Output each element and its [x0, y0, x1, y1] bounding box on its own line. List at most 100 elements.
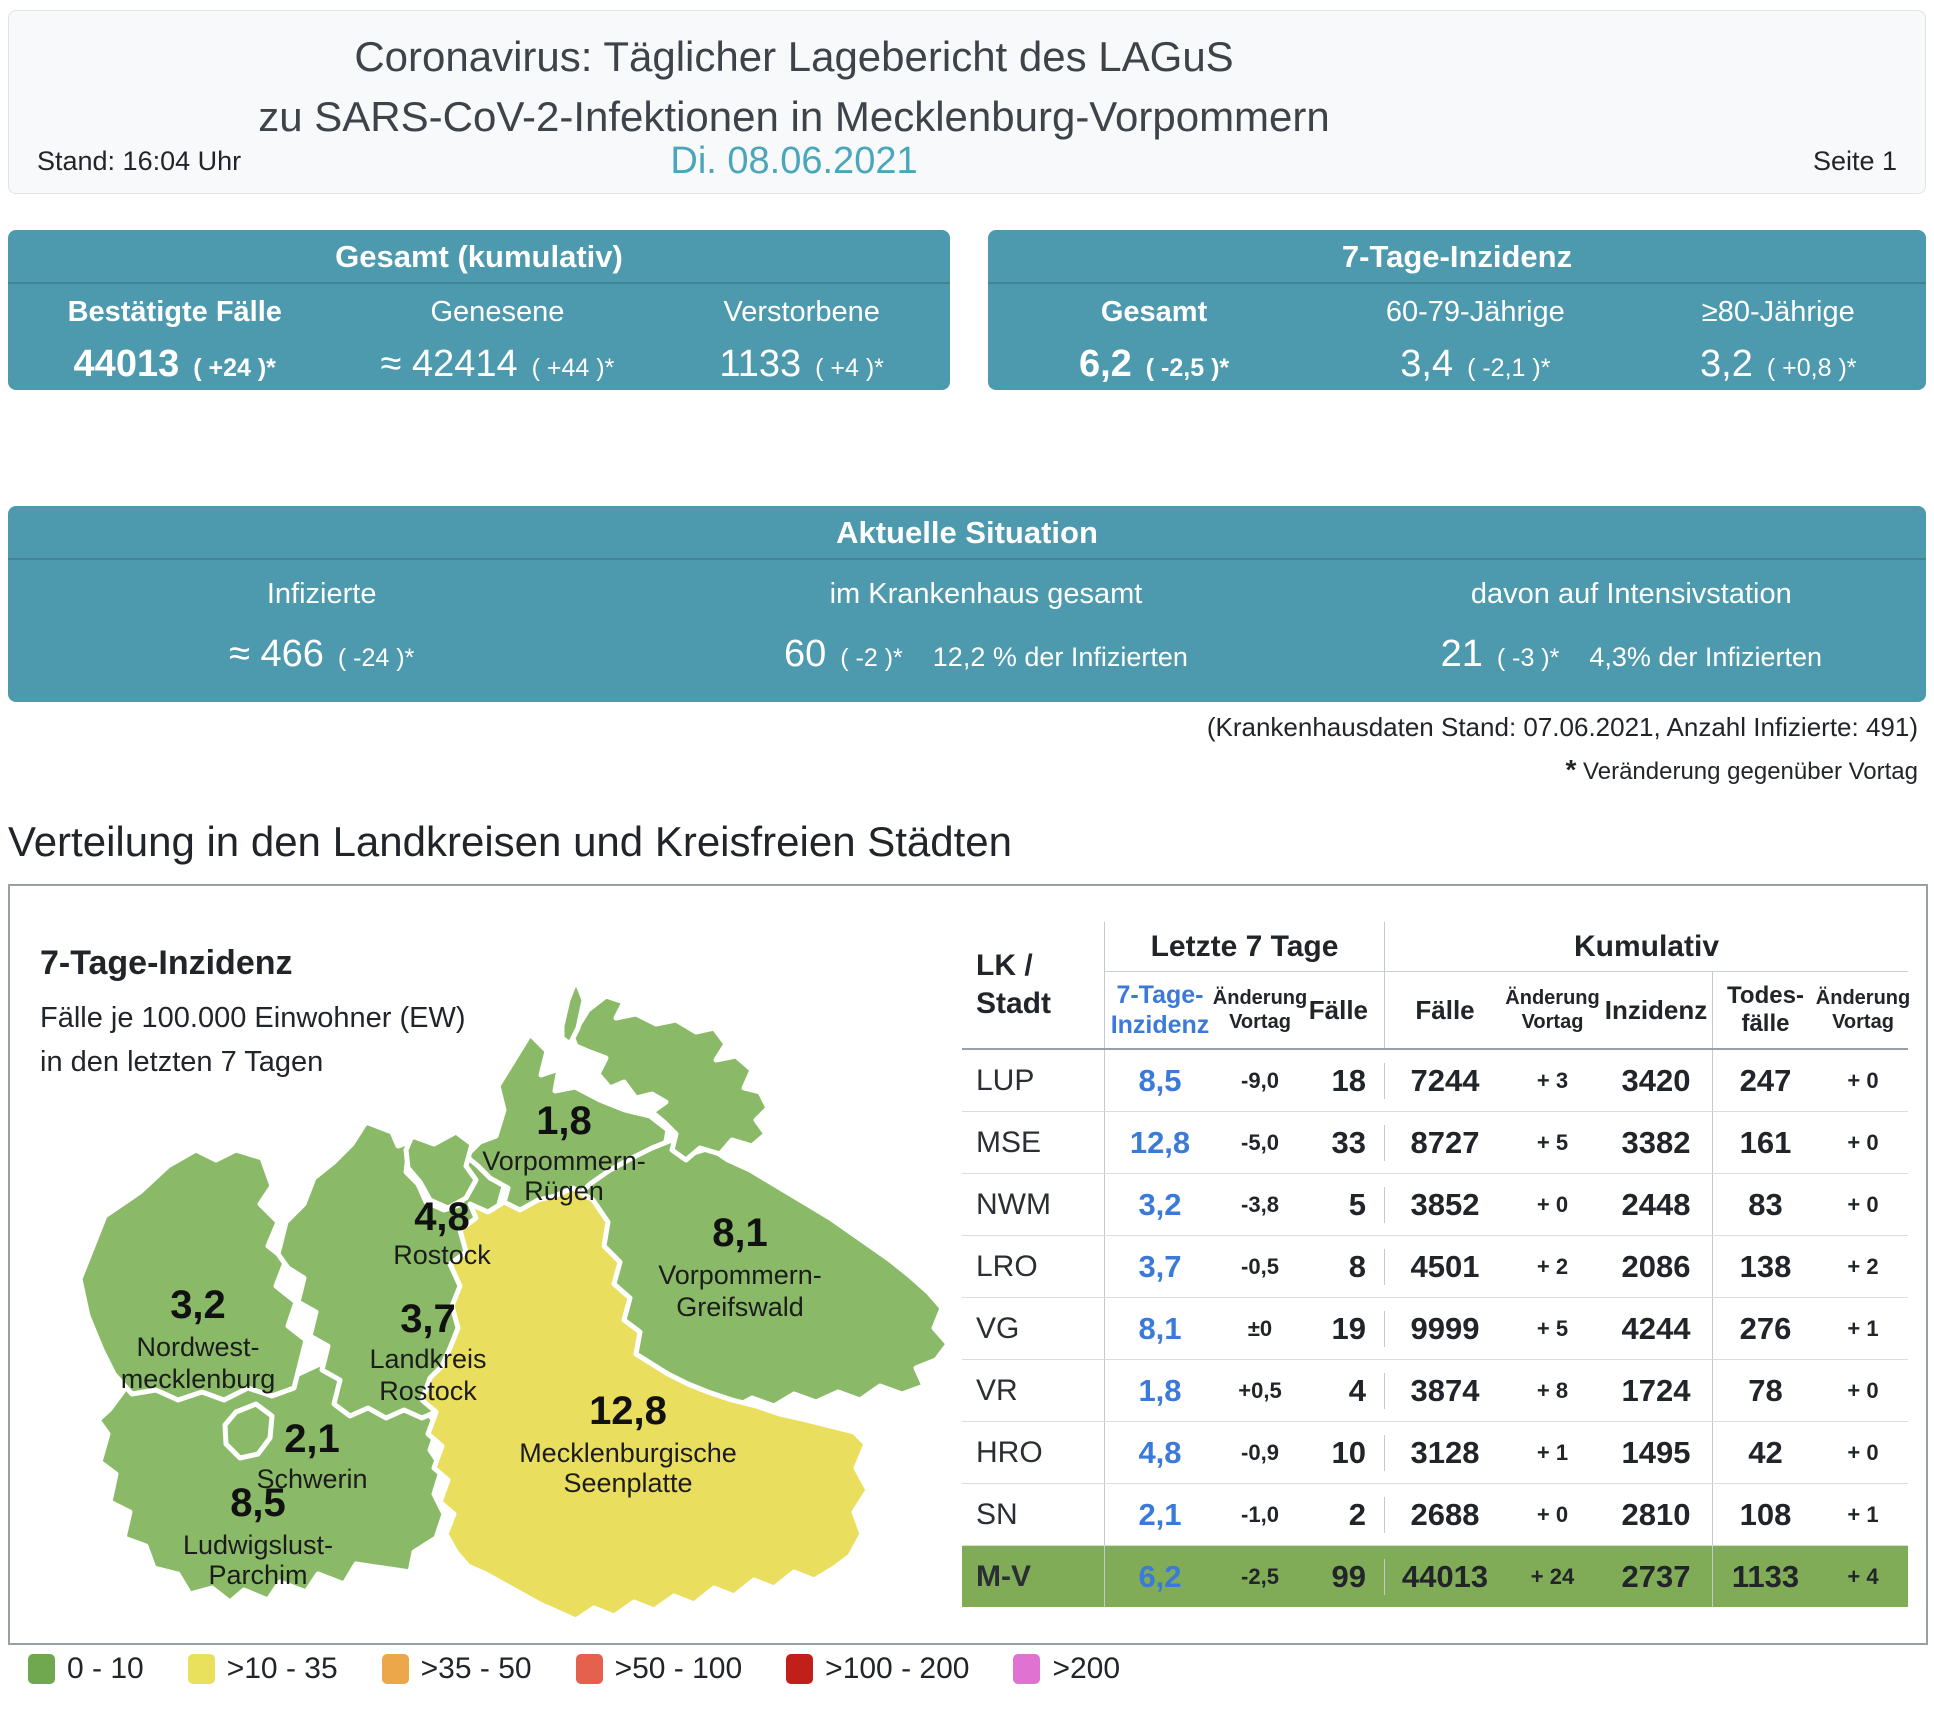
- footnote-vortag: * Veränderung gegenüber Vortag: [1565, 754, 1918, 785]
- stat-inzidenz-60-79: 60-79-Jährige 3,4( -2,1 )*: [1385, 296, 1565, 385]
- stat-value: 44013: [73, 343, 180, 385]
- stat-delta: ( +0,8 )*: [1766, 354, 1857, 382]
- stat-delta: ( +44 )*: [531, 354, 615, 382]
- table-row-mse: MSE 12,8 -5,0 33 8727 + 5 3382 161 + 0: [962, 1112, 1908, 1174]
- stat-infizierte: Infizierte ≈ 466( -24 )*: [229, 578, 415, 675]
- title-line-1: Coronavirus: Täglicher Lagebericht des L…: [354, 33, 1234, 80]
- stat-share: 12,2 % der Infizierten: [932, 642, 1188, 672]
- group-header-kumulativ: Kumulativ: [1385, 922, 1908, 972]
- col-header-faelle-kumulativ: Fälle: [1415, 995, 1475, 1025]
- stat-intensivstation: davon auf Intensivstation 21( -3 )* 4,3% …: [1440, 578, 1822, 675]
- stat-value: 6,2: [1078, 343, 1132, 385]
- col-header-aenderung-vortag: Änderung Vortag: [1815, 987, 1911, 1033]
- map-value-rostock-stadt: 4,8: [414, 1195, 470, 1239]
- stat-bestaetigte-faelle: Bestätigte Fälle 44013( +24 )*: [67, 296, 282, 385]
- incidence-color-legend: 0 - 10 >10 - 35 >35 - 50 >50 - 100 >100 …: [28, 1652, 1120, 1686]
- distribution-panel: 1,8 Vorpommern- Rügen 4,8 Rostock 3,7 La…: [8, 884, 1928, 1645]
- region-nordwestmecklenburg: [77, 1147, 309, 1403]
- map-label: Greifswald: [676, 1292, 804, 1322]
- title-line-2: zu SARS-CoV-2-Infektionen in Mecklenburg…: [258, 93, 1330, 140]
- stat-value: ≈ 466: [229, 633, 324, 675]
- map-label: Parchim: [208, 1560, 307, 1590]
- map-title: 7-Tage-Inzidenz: [40, 944, 293, 982]
- table-row-nwm: NWM 3,2 -3,8 5 3852 + 0 2448 83 + 0: [962, 1174, 1908, 1236]
- col-header-faelle-7t: Fälle: [1305, 972, 1385, 1048]
- region-hiddensee-island: [559, 977, 587, 1047]
- stat-krankenhaus: im Krankenhaus gesamt 60( -2 )* 12,2 % de…: [784, 578, 1188, 675]
- legend-swatch-red: [575, 1654, 603, 1684]
- stat-delta: ( -2 )*: [840, 644, 903, 672]
- footnote-krankenhausdaten: (Krankenhausdaten Stand: 07.06.2021, Anz…: [1206, 712, 1918, 742]
- legend-item: >50 - 100: [575, 1652, 742, 1686]
- page-number: Seite 1: [1812, 146, 1897, 176]
- legend-swatch-green: [28, 1654, 55, 1684]
- map-label: Seenplatte: [563, 1468, 692, 1498]
- map-value-nordwestmecklenburg: 3,2: [170, 1283, 226, 1327]
- table-row-mv-total: M-V 6,2 -2,5 99 44013 + 24 2737 1133 + 4: [962, 1546, 1908, 1607]
- card-gesamt-kumulativ: Gesamt (kumulativ) Bestätigte Fälle 4401…: [8, 230, 950, 390]
- map-value-mecklenburgische-seenplatte: 12,8: [589, 1389, 667, 1433]
- legend-swatch-magenta: [1013, 1654, 1041, 1684]
- map-subtitle-2: in den letzten 7 Tagen: [40, 1046, 324, 1078]
- col-header-aenderung-vortag: Änderung Vortag: [1212, 987, 1308, 1033]
- region-ruegen-island: [569, 993, 771, 1163]
- stat-verstorbene: Verstorbene 1133( +4 )*: [719, 296, 884, 385]
- stand-timestamp: Stand: 16:04 Uhr: [37, 146, 242, 176]
- table-header: LK / Stadt Letzte 7 Tage Kumulativ 7-Tage…: [962, 922, 1911, 1050]
- stat-value: 3,4: [1400, 343, 1454, 385]
- stat-delta: ( +4 )*: [815, 354, 884, 382]
- map-label: mecklenburg: [121, 1364, 276, 1394]
- table-row-sn: SN 2,1 -1,0 2 2688 + 0 2810 108 + 1: [962, 1484, 1908, 1546]
- map-label: Schwerin: [256, 1464, 367, 1494]
- report-date: Di. 08.06.2021: [670, 140, 918, 182]
- legend-swatch-darkred: [786, 1654, 814, 1684]
- stat-inzidenz-gesamt: Gesamt 6,2( -2,5 )*: [1078, 296, 1230, 385]
- stat-value: 60: [784, 633, 827, 675]
- map-label: Vorpommern-: [482, 1146, 646, 1176]
- stat-value: ≈ 42414: [380, 343, 518, 385]
- map-value-vorpommern-greifswald: 8,1: [712, 1211, 768, 1255]
- stat-delta: ( -2,5 )*: [1145, 354, 1230, 382]
- asterisk: *: [1565, 754, 1577, 785]
- card-aktuell-title: Aktuelle Situation: [8, 506, 1926, 560]
- map-value-schwerin: 2,1: [284, 1417, 340, 1461]
- legend-item: >10 - 35: [187, 1652, 338, 1686]
- mv-district-map: 1,8 Vorpommern- Rügen 4,8 Rostock 3,7 La…: [77, 977, 951, 1623]
- map-label: Nordwest-: [136, 1332, 259, 1362]
- stat-value: 1133: [719, 343, 802, 385]
- col-header-lk-stadt: LK / Stadt: [962, 922, 1105, 1048]
- map-label: Ludwigslust-: [183, 1530, 333, 1560]
- card-aktuelle-situation: Aktuelle Situation Infizierte ≈ 466( -24…: [8, 506, 1926, 702]
- map-value-landkreis-rostock: 3,7: [400, 1297, 456, 1341]
- legend-swatch-orange: [381, 1654, 409, 1684]
- table-row-lro: LRO 3,7 -0,5 8 4501 + 2 2086 138 + 2: [962, 1236, 1908, 1298]
- region-schwerin-stadt: [222, 1401, 275, 1461]
- report-header: Coronavirus: Täglicher Lagebericht des L…: [8, 10, 1926, 194]
- map-label: Landkreis: [369, 1344, 486, 1374]
- map-value-ludwigslust-parchim: 8,5: [230, 1481, 286, 1525]
- stat-value: 3,2: [1700, 343, 1753, 385]
- table-row-lup: LUP 8,5 -9,0 18 7244 + 3 3420 247 + 0: [962, 1050, 1908, 1112]
- map-label: Vorpommern-: [658, 1260, 822, 1290]
- table-row-vr: VR 1,8 +0,5 4 3874 + 8 1724 78 + 0: [962, 1360, 1908, 1422]
- table-row-hro: HRO 4,8 -0,9 10 3128 + 1 1495 42 + 0: [962, 1422, 1908, 1484]
- stat-delta: ( -2,1 )*: [1467, 354, 1551, 382]
- map-label: Rostock: [393, 1240, 491, 1270]
- stat-genesene: Genesene ≈ 42414( +44 )*: [380, 296, 615, 385]
- legend-item: >200: [1013, 1652, 1120, 1686]
- region-mecklenburgische-seenplatte: [419, 1185, 871, 1623]
- stat-value: 21: [1440, 633, 1483, 675]
- card-gesamt-title: Gesamt (kumulativ): [8, 230, 950, 284]
- col-header-todesfaelle: Todes-fälle: [1727, 982, 1804, 1037]
- card-7-tage-inzidenz: 7-Tage-Inzidenz Gesamt 6,2( -2,5 )* 60-7…: [988, 230, 1926, 390]
- region-rostock-stadt: [403, 1129, 479, 1211]
- col-header-inzidenz-kumulativ: Inzidenz: [1600, 972, 1713, 1048]
- legend-item: 0 - 10: [28, 1652, 144, 1686]
- page-title: Coronavirus: Täglicher Lagebericht des L…: [9, 27, 1579, 147]
- col-header-aenderung-vortag: Änderung Vortag: [1505, 987, 1600, 1033]
- map-value-vorpommern-ruegen: 1,8: [536, 1099, 592, 1143]
- map-label: Rostock: [379, 1376, 477, 1406]
- legend-swatch-yellow: [187, 1654, 215, 1684]
- legend-item: >35 - 50: [381, 1652, 532, 1686]
